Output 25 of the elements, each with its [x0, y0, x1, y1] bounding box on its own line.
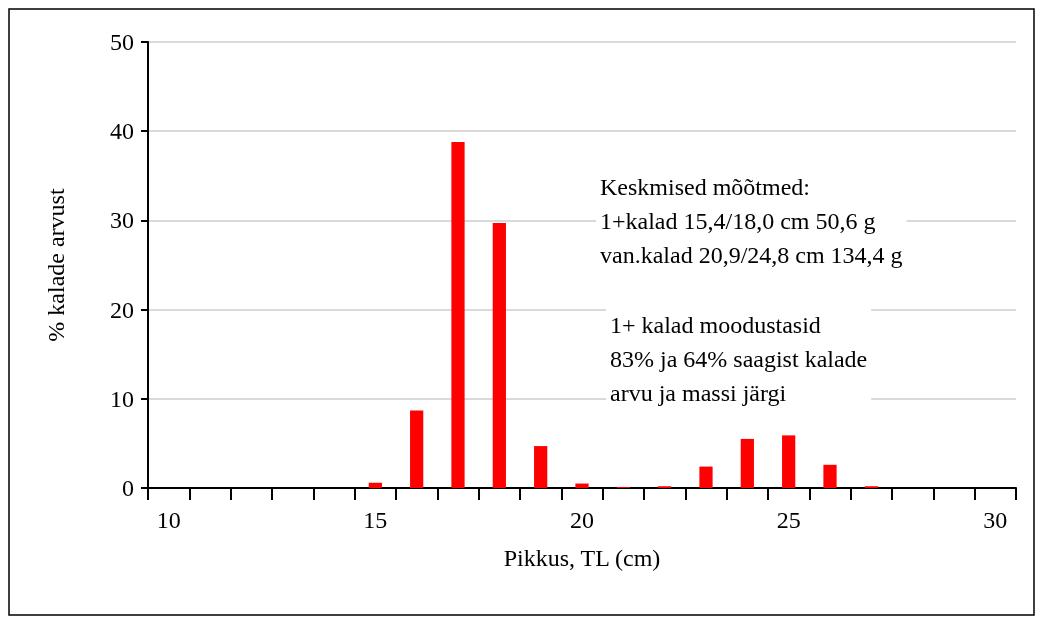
- bar: [740, 438, 754, 488]
- x-tick-label: 15: [363, 507, 388, 533]
- x-tick-label: 20: [570, 507, 594, 533]
- bar: [823, 464, 837, 488]
- bar: [575, 483, 589, 488]
- x-tick-label: 10: [156, 507, 181, 533]
- y-tick-label: 0: [122, 475, 134, 501]
- bar: [368, 482, 382, 488]
- y-tick-label: 50: [110, 29, 134, 55]
- y-tick-label: 10: [110, 385, 134, 412]
- x-tick-label: 25: [776, 507, 801, 533]
- annotation: 1+ kalad moodustasid 83% ja 64% saagist kalade arvu ja massi järgi: [610, 312, 868, 406]
- y-tick-label: 40: [110, 118, 134, 145]
- bar: [782, 435, 796, 488]
- bar: [410, 410, 424, 488]
- x-axis-title: Pikkus, TL (cm): [503, 545, 661, 571]
- bar: [699, 466, 713, 488]
- y-tick-label: 30: [110, 207, 134, 234]
- bar: [492, 223, 506, 488]
- y-tick-label: 20: [110, 296, 134, 323]
- annotation: Keskmised mõõtmed: 1+kalad 15,4/18,0 cm 50,6 g van.kalad 20,9/24,8 cm 134,4 g: [600, 174, 903, 268]
- y-axis-title: % kalade arvust: [43, 188, 69, 342]
- bar: [451, 141, 465, 488]
- bar: [534, 446, 548, 488]
- x-tick-label: 30: [983, 507, 1008, 533]
